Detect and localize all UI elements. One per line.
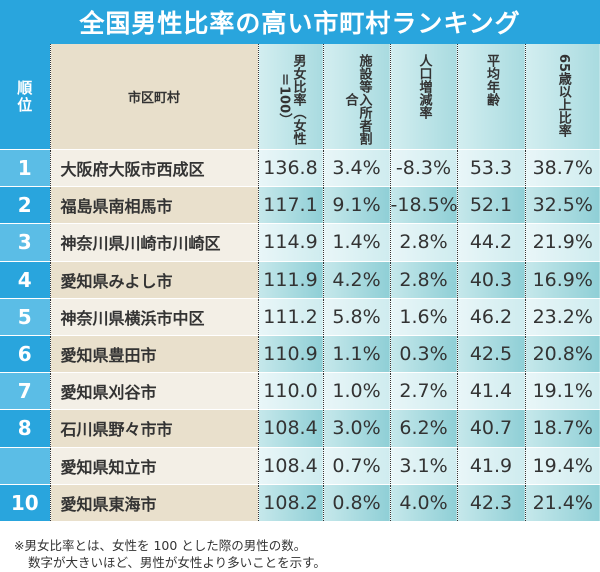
table-row: 愛知県知立市 108.4 0.7% 3.1% 41.9 19.4% — [0, 446, 600, 485]
footnote-line: ※男女比率とは、女性を 100 とした際の男性の数。 — [14, 538, 307, 553]
value-cell: 0.7% — [322, 446, 390, 485]
value-cell: 20.8% — [524, 334, 600, 373]
value-cell: 3.4% — [322, 148, 390, 187]
value-cell: 40.7 — [456, 409, 525, 447]
value-cell: 9.1% — [322, 186, 390, 224]
rank-cell: 2 — [0, 186, 50, 224]
value-cell: 16.9% — [524, 260, 600, 299]
value-cell: 52.1 — [456, 186, 525, 224]
rank-cell: 10 — [0, 483, 50, 522]
value-cell: -8.3% — [389, 148, 457, 187]
value-cell: 3.0% — [322, 409, 390, 447]
value-cell: 1.4% — [322, 223, 390, 262]
table-row: 10 愛知県東海市 108.2 0.8% 4.0% 42.3 21.4% — [0, 483, 600, 522]
rank-cell — [0, 446, 50, 485]
value-cell: 32.5% — [524, 186, 600, 224]
value-cell: 2.8% — [389, 223, 457, 262]
value-cell: 4.0% — [389, 483, 457, 522]
value-cell: 53.3 — [456, 148, 525, 187]
footnote: ※男女比率とは、女性を 100 とした際の男性の数。 数字が大きいほど、男性が女… — [14, 537, 326, 571]
value-cell: 111.9 — [257, 260, 323, 299]
table-row: 6 愛知県豊田市 110.9 1.1% 0.3% 42.5 20.8% — [0, 334, 600, 373]
rank-cell: 3 — [0, 223, 50, 262]
value-cell: 1.6% — [389, 297, 457, 336]
municipality-cell: 石川県野々市市 — [49, 409, 258, 447]
value-cell: 6.2% — [389, 409, 457, 447]
value-cell: 40.3 — [456, 260, 525, 299]
municipality-cell: 神奈川県横浜市中区 — [49, 297, 258, 336]
value-cell: 44.2 — [456, 223, 525, 262]
value-cell: 5.8% — [322, 297, 390, 336]
value-cell: 42.5 — [456, 334, 525, 373]
header-rank: 順位 — [0, 44, 50, 150]
municipality-cell: 大阪府大阪市西成区 — [49, 148, 258, 187]
value-cell: 21.4% — [524, 483, 600, 522]
rank-cell: 8 — [0, 409, 50, 447]
value-cell: 0.8% — [322, 483, 390, 522]
header-population-change: 人口増減率 — [389, 44, 457, 150]
header-over65-ratio: 65歳以上比率 — [524, 44, 600, 150]
municipality-cell: 愛知県刈谷市 — [49, 372, 258, 410]
value-cell: 19.1% — [524, 372, 600, 410]
rank-cell: 5 — [0, 297, 50, 336]
table-row: 1 大阪府大阪市西成区 136.8 3.4% -8.3% 53.3 38.7% — [0, 148, 600, 187]
value-cell: 1.1% — [322, 334, 390, 373]
header-average-age: 平均年齢 — [456, 44, 525, 150]
header-facility-ratio: 施設等入所者割合 — [322, 44, 390, 150]
value-cell: 108.4 — [257, 409, 323, 447]
value-cell: 23.2% — [524, 297, 600, 336]
rank-cell: 7 — [0, 372, 50, 410]
header-sex-ratio: 男女比率（女性＝100） — [257, 44, 323, 150]
value-cell: 1.0% — [322, 372, 390, 410]
page-title: 全国男性比率の高い市町村ランキング — [0, 0, 600, 44]
value-cell: 2.7% — [389, 372, 457, 410]
value-cell: 108.4 — [257, 446, 323, 485]
value-cell: 110.9 — [257, 334, 323, 373]
municipality-cell: 神奈川県川崎市川崎区 — [49, 223, 258, 262]
municipality-cell: 福島県南相馬市 — [49, 186, 258, 224]
value-cell: 18.7% — [524, 409, 600, 447]
municipality-cell: 愛知県豊田市 — [49, 334, 258, 373]
value-cell: 41.9 — [456, 446, 525, 485]
value-cell: 42.3 — [456, 483, 525, 522]
municipality-cell: 愛知県東海市 — [49, 483, 258, 522]
footnote-line: 数字が大きいほど、男性が女性より多いことを示す。 — [28, 555, 326, 570]
value-cell: 114.9 — [257, 223, 323, 262]
value-cell: 108.2 — [257, 483, 323, 522]
value-cell: 117.1 — [257, 186, 323, 224]
value-cell: 0.3% — [389, 334, 457, 373]
value-cell: 2.8% — [389, 260, 457, 299]
table-row: 5 神奈川県横浜市中区 111.2 5.8% 1.6% 46.2 23.2% — [0, 297, 600, 336]
value-cell: 110.0 — [257, 372, 323, 410]
rank-cell: 4 — [0, 260, 50, 299]
value-cell: 111.2 — [257, 297, 323, 336]
value-cell: 4.2% — [322, 260, 390, 299]
table-row: 3 神奈川県川崎市川崎区 114.9 1.4% 2.8% 44.2 21.9% — [0, 223, 600, 262]
municipality-cell: 愛知県みよし市 — [49, 260, 258, 299]
ranking-table: 順位 市区町村 男女比率（女性＝100） 施設等入所者割合 人口増減率 平均年齢… — [0, 44, 600, 522]
value-cell: -18.5% — [389, 186, 457, 224]
table-row: 7 愛知県刈谷市 110.0 1.0% 2.7% 41.4 19.1% — [0, 372, 600, 410]
value-cell: 19.4% — [524, 446, 600, 485]
value-cell: 46.2 — [456, 297, 525, 336]
value-cell: 21.9% — [524, 223, 600, 262]
rank-cell: 1 — [0, 148, 50, 187]
value-cell: 41.4 — [456, 372, 525, 410]
rank-cell: 6 — [0, 334, 50, 373]
value-cell: 3.1% — [389, 446, 457, 485]
value-cell: 136.8 — [257, 148, 323, 187]
header-name: 市区町村 — [49, 44, 258, 150]
municipality-cell: 愛知県知立市 — [49, 446, 258, 485]
table-row: 8 石川県野々市市 108.4 3.0% 6.2% 40.7 18.7% — [0, 409, 600, 447]
table-row: 2 福島県南相馬市 117.1 9.1% -18.5% 52.1 32.5% — [0, 186, 600, 224]
value-cell: 38.7% — [524, 148, 600, 187]
table-row: 4 愛知県みよし市 111.9 4.2% 2.8% 40.3 16.9% — [0, 260, 600, 299]
